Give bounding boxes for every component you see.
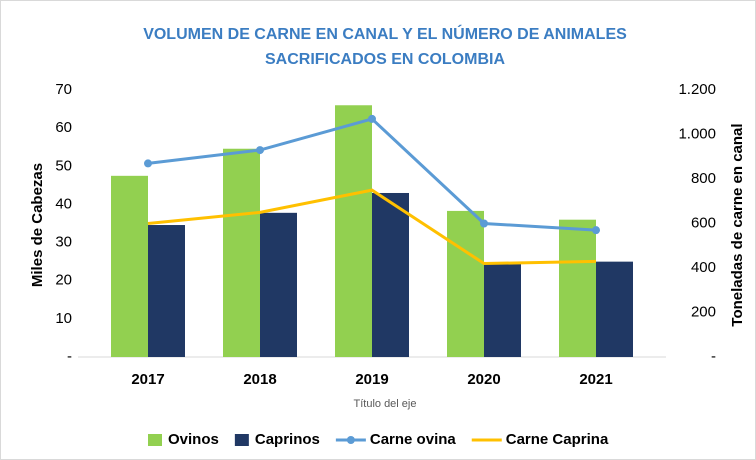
y-tick-label: - — [67, 348, 72, 365]
bar — [148, 225, 185, 357]
bar — [447, 210, 484, 357]
legend-label: Carne ovina — [370, 431, 457, 448]
legend-label: Caprinos — [255, 431, 320, 448]
bar — [223, 148, 260, 357]
legend-swatch — [148, 434, 162, 446]
y-tick-label: 60 — [55, 119, 72, 136]
line-marker — [592, 226, 600, 235]
line-marker — [368, 114, 376, 123]
y2-tick-label: 200 — [691, 303, 716, 320]
y2-tick-label: 600 — [691, 214, 716, 231]
bar — [335, 105, 372, 357]
x-tick-label: 2019 — [355, 371, 388, 388]
line — [147, 188, 597, 266]
x-tick-label: 2020 — [467, 371, 500, 388]
legend-swatch — [234, 434, 249, 446]
chart-title: SACRIFICADOS EN COLOMBIA — [265, 51, 505, 68]
legend-label: Ovinos — [168, 431, 219, 448]
x-tick-label: 2018 — [243, 371, 276, 388]
bar — [260, 212, 297, 357]
line-marker — [480, 219, 488, 228]
y-tick-label: 70 — [55, 81, 72, 98]
legend-label: Carne Caprina — [506, 431, 609, 448]
line-marker — [256, 146, 264, 155]
bar — [372, 192, 409, 357]
y2-axis-title: Toneladas de carne en canal — [729, 123, 746, 326]
y2-tick-label: 400 — [691, 259, 716, 276]
x-axis-title: Título del eje — [354, 398, 417, 410]
y2-tick-label: 1.200 — [678, 81, 716, 98]
y2-tick-label: 800 — [691, 170, 716, 187]
y-tick-label: 20 — [55, 272, 72, 289]
y-tick-label: 10 — [55, 310, 72, 327]
y-tick-label: 30 — [55, 234, 72, 251]
bar — [596, 261, 633, 357]
bar — [111, 175, 148, 357]
y-tick-label: 50 — [55, 157, 72, 174]
y2-tick-label: - — [711, 348, 716, 365]
bar — [484, 263, 521, 357]
y2-tick-label: 1.000 — [678, 125, 716, 142]
y-tick-label: 40 — [55, 195, 72, 212]
chart-title: VOLUMEN DE CARNE EN CANAL Y EL NÚMERO DE… — [143, 24, 627, 43]
line-marker — [144, 159, 152, 168]
y-axis-title: Miles de Cabezas — [29, 163, 46, 287]
bar — [559, 219, 596, 357]
x-tick-label: 2017 — [131, 371, 164, 388]
x-tick-label: 2021 — [579, 371, 612, 388]
legend-swatch — [346, 436, 355, 444]
